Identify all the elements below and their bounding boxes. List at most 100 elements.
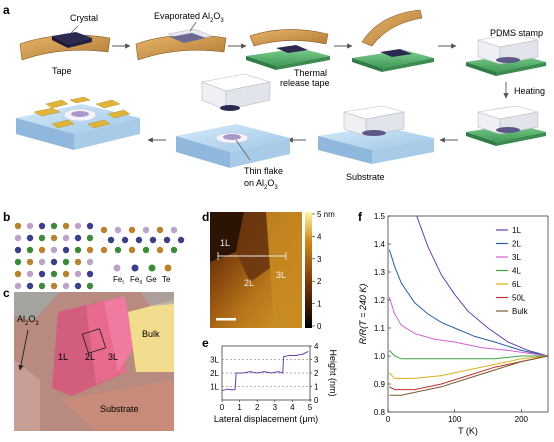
atom: [86, 246, 94, 254]
atom: [50, 282, 58, 290]
arrow-alumina: [18, 329, 29, 371]
atom: [26, 222, 34, 230]
atom: [62, 270, 70, 278]
series-line-1l: [416, 216, 548, 357]
label-d-2l: 2L: [244, 278, 254, 288]
level-label: 2L: [210, 369, 219, 378]
y-tick-label: 0.8: [374, 408, 386, 417]
panel-label-e: e: [202, 336, 209, 350]
label-thin-flake: Thin flake: [244, 166, 283, 176]
series-line-6l: [388, 355, 548, 379]
atom: [50, 234, 58, 242]
atom: [74, 258, 82, 266]
series-group: [388, 216, 548, 396]
atom: [86, 258, 94, 266]
atom: [62, 222, 70, 230]
y-tick-label: 2: [314, 369, 319, 378]
legend-dot-fe1: [113, 264, 121, 272]
panel-label-b: b: [3, 210, 10, 224]
x-axis-label: Lateral displacement (μm): [214, 414, 318, 424]
atom: [74, 270, 82, 278]
atom: [114, 246, 122, 254]
y-tick-label: 1: [314, 383, 319, 392]
x-tick-label: 1: [237, 403, 242, 412]
atom: [14, 234, 22, 242]
atom: [163, 236, 171, 244]
atom: [38, 282, 46, 290]
atom: [50, 258, 58, 266]
atom: [142, 246, 150, 254]
colorbar-tick-label: 4: [317, 232, 322, 241]
legend-ge: Ge: [146, 275, 157, 284]
atom: [62, 282, 70, 290]
label-c-substrate: Substrate: [100, 404, 139, 414]
y-tick-label: 0.9: [374, 380, 386, 389]
legend-te: Te: [162, 275, 171, 284]
legend-dot-ge: [148, 264, 156, 272]
step8-flake-on-substrate: [176, 73, 290, 168]
legend-label-6l: 6L: [512, 280, 521, 289]
x-tick-label: 200: [515, 415, 529, 424]
atom: [62, 246, 70, 254]
atom: [50, 246, 58, 254]
x-axis-label: T (K): [458, 426, 478, 436]
atom: [38, 222, 46, 230]
panel-label-a: a: [3, 3, 10, 17]
plot-frame: [387, 215, 549, 413]
label-heating: Heating: [514, 86, 545, 96]
atom: [74, 222, 82, 230]
step3-thermal-release-tape: [246, 29, 330, 70]
legend-label-3l: 3L: [512, 253, 521, 262]
height-profile-line: [221, 350, 309, 392]
series-line-4l: [388, 350, 548, 360]
legend-label-1l: 1L: [512, 226, 521, 235]
label-c-bulk: Bulk: [142, 329, 160, 339]
atom: [26, 270, 34, 278]
label-tape: Tape: [52, 66, 72, 76]
y-tick-label: 1.2: [374, 296, 386, 305]
y-tick-label: 1.5: [374, 212, 386, 221]
x-tick-label: 100: [448, 415, 462, 424]
panel-label-d: d: [202, 210, 209, 224]
atom: [38, 258, 46, 266]
atom: [74, 282, 82, 290]
atom: [135, 236, 143, 244]
label-substrate-a: Substrate: [346, 172, 385, 182]
label-c-1l: 1L: [58, 352, 68, 362]
series-line-50l: [389, 355, 548, 391]
atom: [14, 270, 22, 278]
atom: [156, 246, 164, 254]
step4-peel-tape: [352, 9, 434, 72]
atom: [86, 234, 94, 242]
step7-stamp-on-substrate: [318, 105, 434, 164]
atom: [177, 236, 185, 244]
panel-label-f: f: [358, 210, 363, 224]
atom: [149, 236, 157, 244]
series-line-3l: [388, 297, 548, 357]
y-tick-label: 1.1: [374, 324, 386, 333]
atom: [74, 246, 82, 254]
atom: [128, 226, 136, 234]
legend-dot-te: [164, 264, 172, 272]
step2-evaporated-alumina: [135, 28, 227, 61]
series-line-bulk: [389, 355, 548, 396]
atom: [114, 226, 122, 234]
x-tick-label: 5: [308, 403, 313, 412]
step5-pdms-stamp: [466, 33, 546, 76]
atom: [62, 234, 70, 242]
y-tick-label: 1.0: [374, 352, 386, 361]
series-line-2l: [388, 249, 548, 357]
x-tick-label: 4: [290, 403, 295, 412]
legend-label-bulk: Bulk: [512, 307, 529, 316]
label-pdms-stamp: PDMS stamp: [490, 28, 543, 38]
panel-label-c: c: [3, 286, 10, 300]
legend-fe2: FeII: [130, 275, 142, 286]
atom: [50, 270, 58, 278]
optical-image: [14, 292, 174, 431]
afm-image: [210, 212, 302, 328]
atom: [100, 226, 108, 234]
legend-label-50l: 50L: [512, 294, 526, 303]
crystal-structure: [14, 222, 185, 290]
colorbar-tick-label: 5 nm: [317, 210, 335, 219]
